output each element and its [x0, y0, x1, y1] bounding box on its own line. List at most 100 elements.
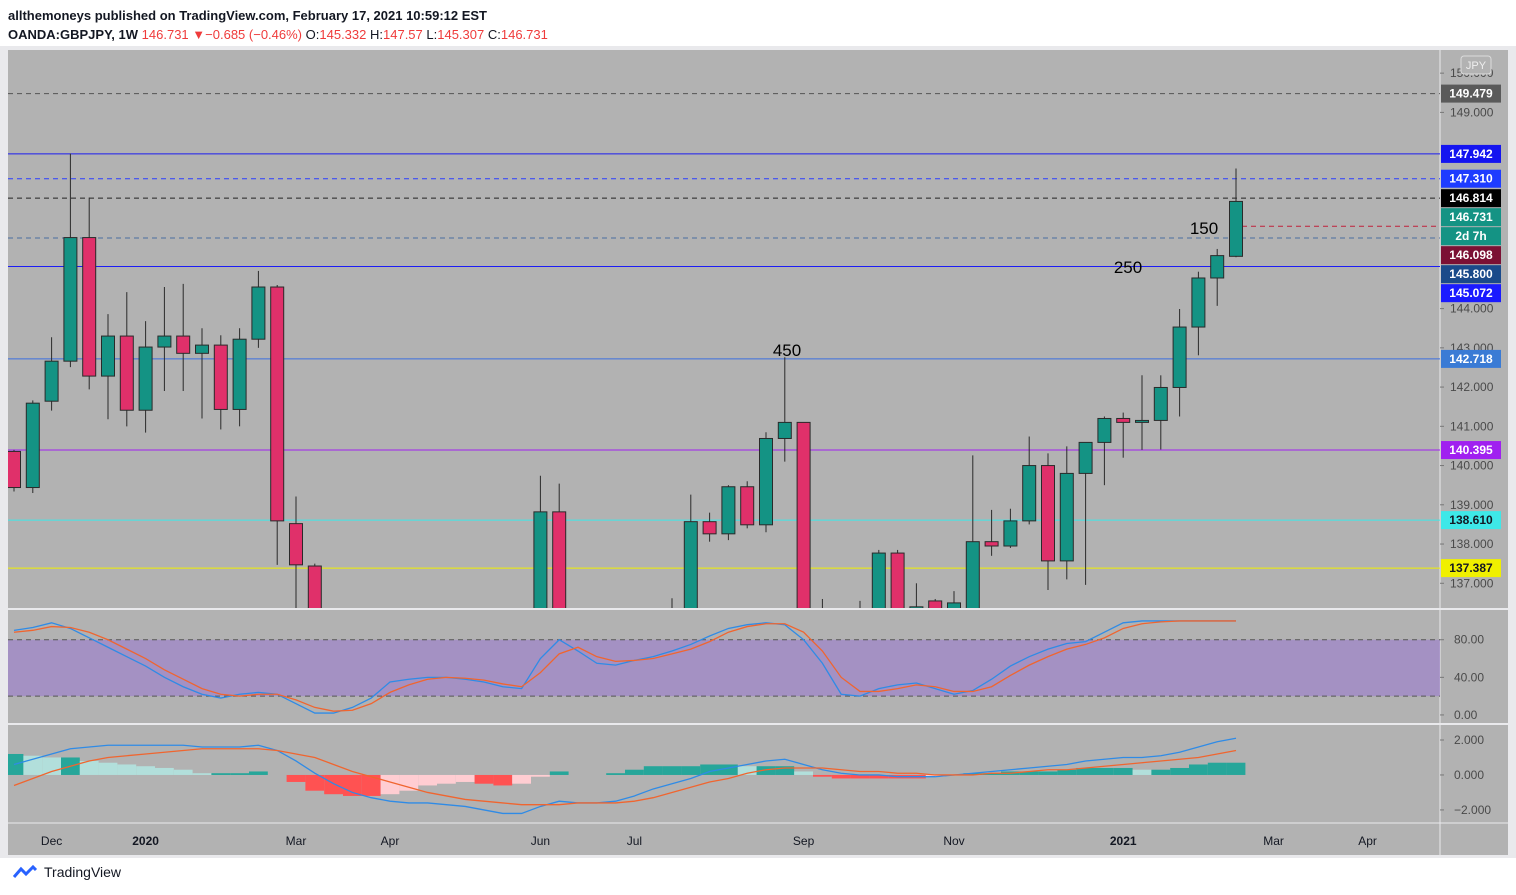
histogram-bar: [925, 774, 945, 777]
header: allthemoneys published on TradingView.co…: [8, 6, 548, 44]
histogram-bar: [474, 774, 494, 784]
x-tick-label: Mar: [286, 834, 307, 848]
histogram-bar: [1207, 762, 1227, 775]
histogram-bar: [79, 760, 99, 775]
candle-body: [759, 437, 773, 526]
price-label-box: [1441, 189, 1501, 208]
histogram-bar: [437, 774, 456, 784]
candle-body: [871, 552, 886, 608]
price-label: 142.718: [1449, 352, 1493, 366]
histogram-bar: [1226, 762, 1246, 775]
candle-body: [777, 421, 792, 439]
y-tick-label: 142.000: [1450, 380, 1494, 394]
candle-body: [928, 600, 943, 608]
histogram-bar: [963, 773, 983, 775]
x-tick-label: Nov: [943, 834, 964, 848]
candle-body: [63, 237, 78, 362]
price-label-box: [1441, 559, 1501, 578]
histogram-bar: [286, 774, 306, 782]
histogram-bar: [305, 774, 325, 791]
histogram-bar: [700, 764, 719, 775]
y-tick-label: −2.000: [1454, 803, 1491, 817]
candle-body: [8, 450, 21, 489]
price-label-box: [1441, 284, 1501, 303]
histogram-bar: [343, 774, 362, 796]
candle-body: [1059, 472, 1074, 562]
y-tick-label: 139.000: [1450, 498, 1494, 512]
price-label-box: [1441, 265, 1501, 284]
publisher: allthemoneys published on TradingView.co…: [8, 6, 548, 25]
x-tick-label: Jun: [531, 834, 550, 848]
histogram-bar: [136, 766, 155, 775]
footer: TradingView: [12, 864, 121, 880]
price-label: 146.098: [1449, 248, 1493, 262]
histogram-bar: [8, 753, 24, 775]
histogram-bar: [625, 769, 644, 775]
o-value: 145.332: [319, 27, 367, 42]
histogram-bar: [643, 766, 663, 775]
x-tick-label: Apr: [1358, 834, 1377, 848]
candle-body: [101, 335, 115, 377]
histogram-bar: [719, 764, 738, 775]
histogram-bar: [737, 766, 757, 775]
candle-body: [683, 521, 698, 608]
indicator-line: [13, 748, 1237, 806]
histogram-bar: [1189, 764, 1208, 775]
pane-background: [8, 50, 1440, 823]
histogram-bar: [982, 773, 1001, 775]
candle-body: [176, 335, 191, 354]
y-tick-label: 2.000: [1454, 733, 1484, 747]
price-label-box: [1441, 144, 1501, 163]
price-axis-background: [1440, 50, 1508, 823]
price-label: 147.310: [1449, 172, 1493, 186]
band: [8, 639, 1440, 697]
candle-body: [947, 602, 961, 608]
brand: TradingView: [44, 864, 122, 880]
histogram-bar: [1019, 771, 1039, 775]
histogram-bar: [117, 764, 137, 775]
histogram-bar: [42, 757, 61, 775]
histogram-bar: [455, 774, 475, 782]
price-label: 147.942: [1449, 147, 1493, 161]
histogram-bar: [869, 774, 889, 779]
histogram-bar: [549, 771, 569, 775]
price-label-box: [1441, 349, 1501, 368]
indicator-line: [13, 737, 1237, 815]
histogram-bar: [173, 769, 193, 775]
y-tick-label: 0.00: [1454, 708, 1478, 722]
legend-line: OANDA:GBPJPY, 1W 146.731 ▼−0.685 (−0.46%…: [8, 25, 548, 44]
histogram-bar: [850, 774, 870, 779]
price-label: 137.387: [1449, 561, 1493, 575]
candle-body: [1135, 419, 1149, 423]
candle-body: [984, 541, 999, 547]
frame: [0, 46, 1516, 858]
y-tick-label: 141.000: [1450, 419, 1494, 433]
histogram-bar: [61, 757, 80, 775]
candle-body: [232, 338, 247, 410]
histogram-bar: [794, 771, 813, 775]
x-tick-label: Apr: [381, 834, 400, 848]
histogram-bar: [98, 762, 118, 775]
y-tick-label: 0.000: [1454, 768, 1484, 782]
candle-body: [552, 511, 567, 608]
candle-body: [1097, 417, 1112, 443]
y-tick-label: 140.000: [1450, 459, 1494, 473]
y-tick-label: 149.000: [1450, 105, 1494, 119]
logo: [12, 864, 38, 878]
candle-body: [740, 486, 755, 526]
candle-body: [289, 523, 303, 566]
y-tick-label: 40.00: [1454, 670, 1484, 684]
histogram-bar: [399, 774, 419, 791]
price-label: 138.610: [1449, 513, 1493, 527]
candle-body: [270, 286, 285, 522]
histogram-bar: [1001, 771, 1020, 775]
main-pane: [8, 93, 1440, 608]
currency: JPY: [1466, 60, 1487, 72]
l-label: L:: [426, 27, 438, 42]
stoch-pane: [8, 620, 1440, 714]
price-label-box: [1441, 511, 1501, 530]
price-label: 146.814: [1449, 191, 1493, 205]
candle-body: [82, 237, 97, 377]
